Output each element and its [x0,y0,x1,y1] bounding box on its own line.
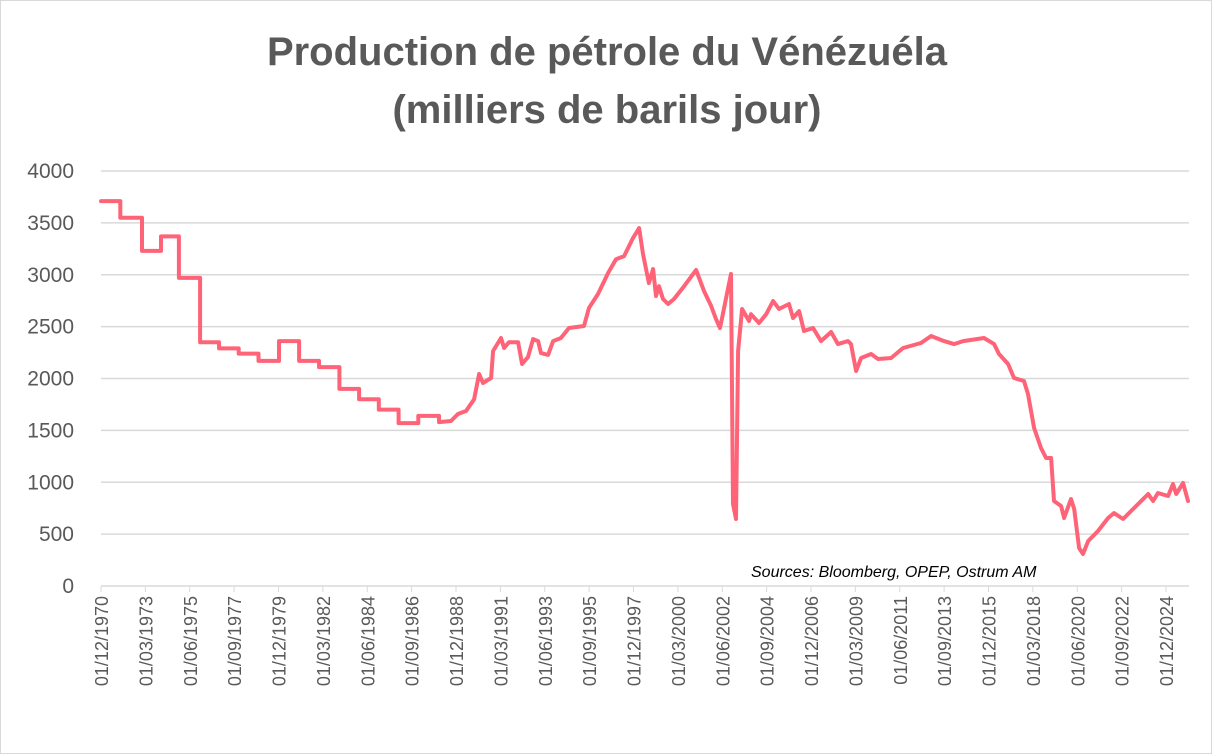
y-tick-label: 3500 [27,212,74,235]
x-tick-label: 01/03/2000 [669,596,689,686]
y-tick-label: 1500 [27,419,74,442]
chart-title-line-1: Production de pétrole du Vénézuéla [267,30,948,74]
x-tick-label: 01/12/2015 [980,596,1000,686]
x-tick-label: 01/03/2018 [1024,596,1044,686]
chart-title-line-2: (milliers de barils jour) [392,88,821,132]
x-tick-label: 01/06/2011 [891,596,911,685]
x-tick-label: 01/06/2002 [713,596,733,686]
y-tick-label: 500 [39,523,74,546]
x-tick-label: 01/09/1986 [403,596,423,686]
x-tick-label: 01/12/1979 [270,596,290,686]
x-tick-label: 01/06/1975 [181,596,201,686]
x-tick-label: 01/12/1970 [92,596,112,686]
x-axis-tick-labels: 01/12/1970 01/03/1973 01/06/1975 01/09/1977… [92,586,1177,686]
y-tick-label: 1000 [27,471,74,494]
series-line-production [99,199,1190,556]
x-tick-label: 01/12/2024 [1157,596,1177,686]
x-tick-label: 01/03/1973 [136,596,156,686]
sources-annotation: Sources: Bloomberg, OPEP, Ostrum AM [751,564,1037,581]
x-tick-label: 01/06/1984 [358,596,378,686]
gridlines [101,170,1189,535]
x-tick-label: 01/12/1988 [447,596,467,686]
y-tick-label: 0 [62,575,74,598]
x-tick-label: 01/09/1977 [225,596,245,686]
x-tick-label: 01/03/2009 [846,596,866,686]
x-tick-label: 01/09/2013 [935,596,955,686]
y-tick-label: 2000 [27,368,74,391]
x-tick-label: 01/09/2004 [758,596,778,686]
x-tick-label: 01/09/2022 [1113,596,1133,686]
y-tick-label: 2500 [27,316,74,339]
x-tick-label: 01/03/1982 [314,596,334,686]
x-tick-label: 01/06/1993 [536,596,556,686]
y-axis-tick-labels: 0 500 1000 1500 2000 2500 3000 3500 4000 [27,160,74,598]
x-tick-label: 01/06/2020 [1068,596,1088,686]
y-tick-label: 3000 [27,264,74,287]
series-layer [99,199,1190,556]
x-tick-label: 01/12/2006 [802,596,822,686]
x-tick-label: 01/09/1995 [580,596,600,686]
y-tick-label: 4000 [27,160,74,183]
x-tick-label: 01/12/1997 [625,596,645,686]
x-tick-label: 01/03/1991 [491,596,511,686]
